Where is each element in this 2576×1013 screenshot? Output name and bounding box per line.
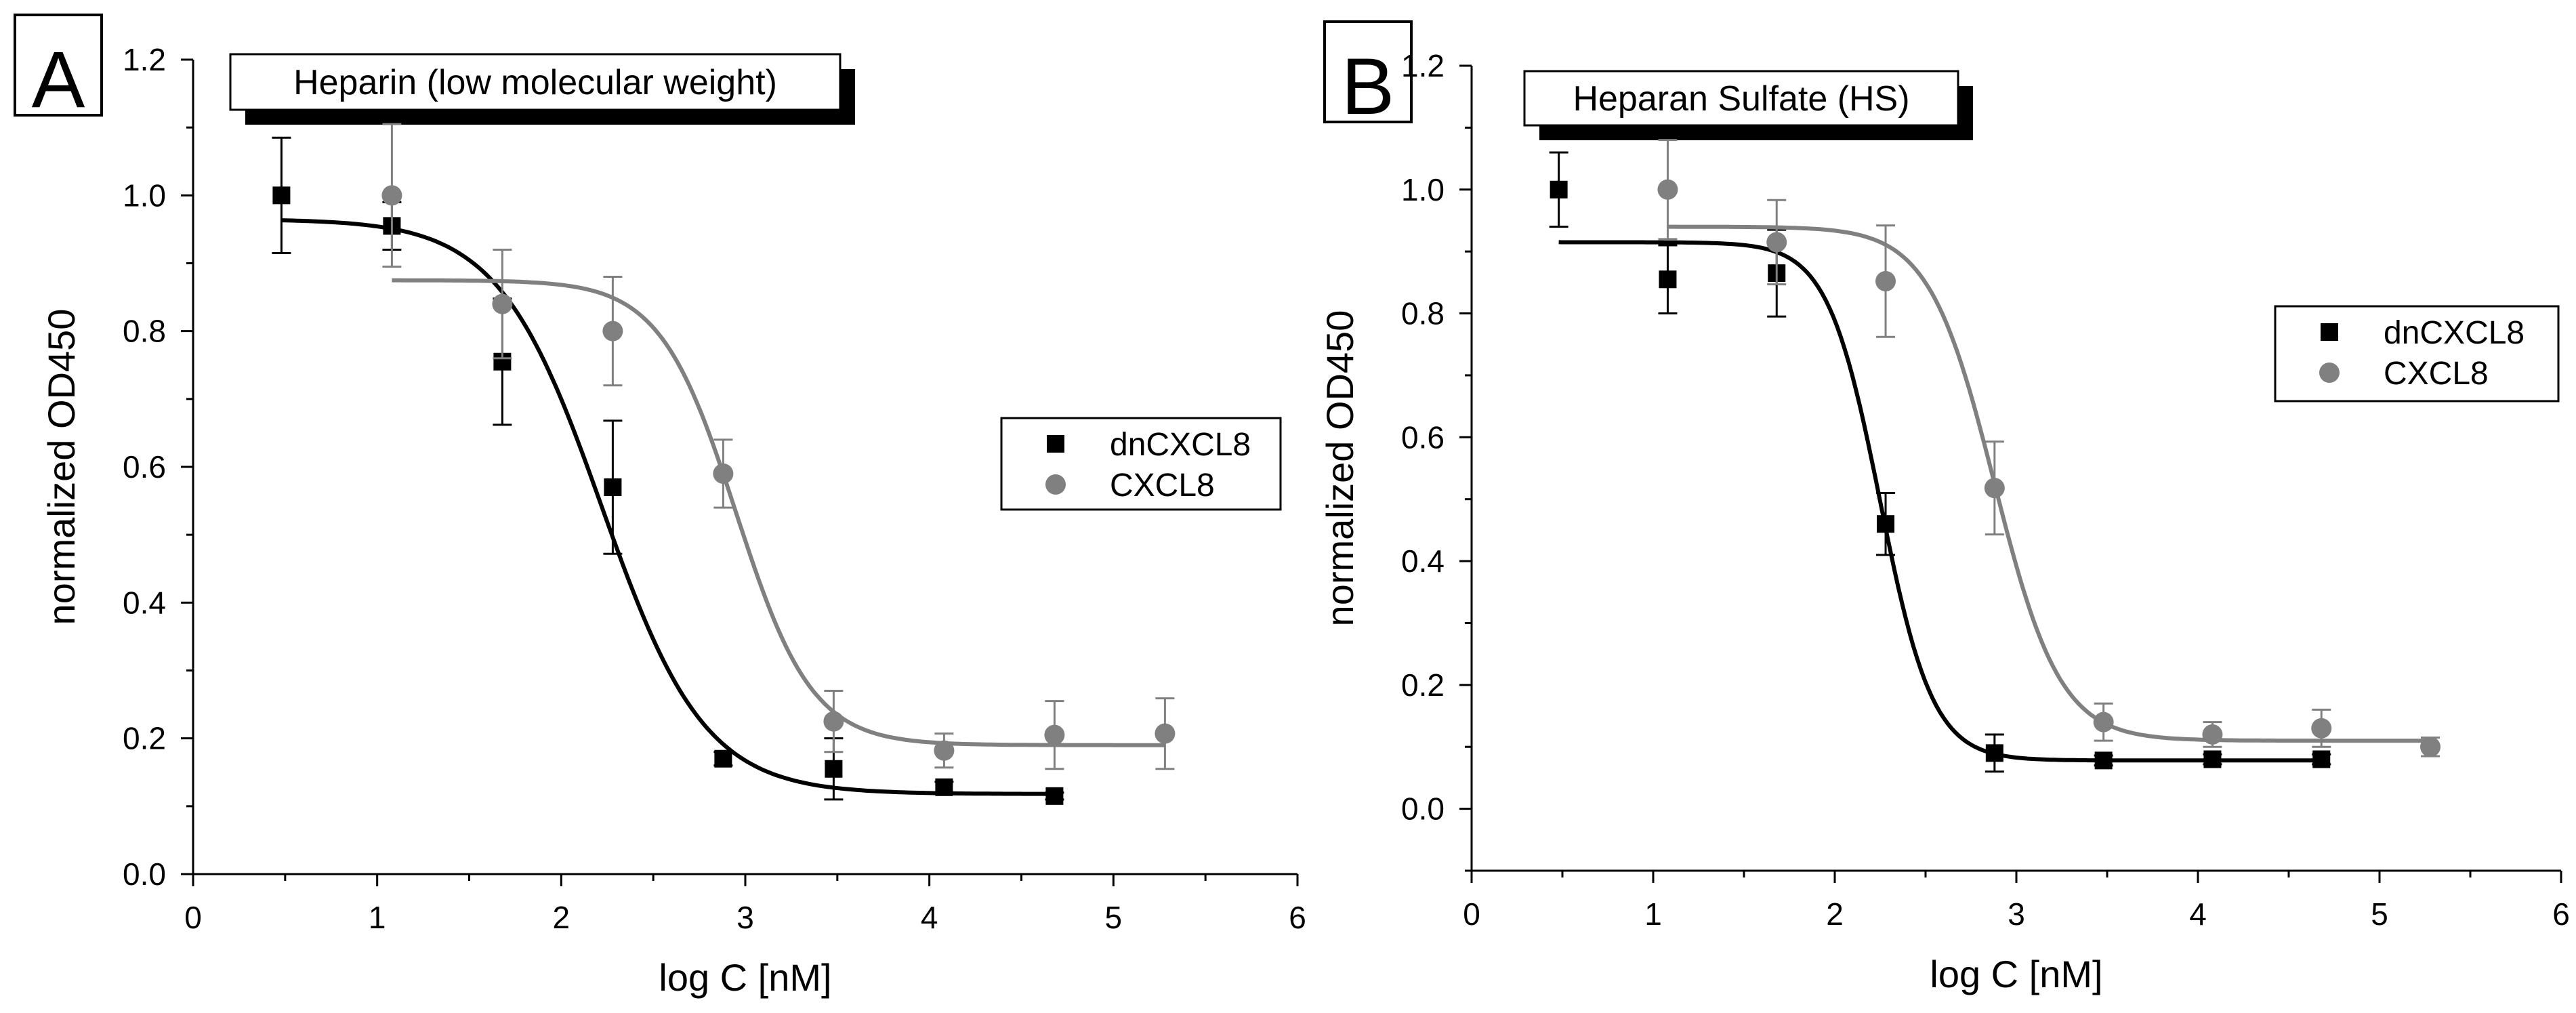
x-axis-title: log C [nM] — [659, 956, 831, 999]
data-point — [823, 711, 844, 732]
y-tick-label: 0.0 — [1401, 791, 1445, 827]
legend: dnCXCL8 CXCL8 — [1000, 417, 1282, 511]
data-point — [1875, 271, 1896, 292]
x-tick-label: 6 — [2552, 896, 2570, 932]
data-point — [935, 778, 953, 796]
data-point — [492, 293, 513, 314]
data-point — [604, 478, 622, 497]
fit-curve-cxcl8 — [392, 278, 1165, 747]
data-point — [825, 760, 843, 778]
panel-letter-box — [1323, 20, 1413, 123]
y-tick-label: 0.6 — [123, 449, 166, 484]
y-axis-title: normalized OD450 — [1318, 310, 1361, 627]
x-tick-label: 2 — [553, 900, 570, 935]
y-tick-label: 0.4 — [1401, 543, 1445, 579]
data-point — [2093, 711, 2114, 732]
data-point — [2094, 751, 2113, 770]
data-point — [1659, 270, 1677, 289]
data-point — [1044, 724, 1065, 745]
legend-label-dncxcl8: dnCXCL8 — [2384, 315, 2525, 351]
data-point — [714, 749, 732, 768]
fit-curve-dncxcl8 — [1558, 240, 2322, 763]
legend-marker-dncxcl8 — [2321, 323, 2338, 341]
data-point — [2311, 718, 2332, 739]
y-tick-label: 1.2 — [123, 42, 166, 77]
legend-marker-cxcl8 — [1045, 474, 1066, 495]
data-point — [2203, 750, 2222, 768]
title-box — [229, 53, 842, 111]
data-point — [1045, 787, 1064, 805]
x-tick-label: 1 — [369, 900, 386, 935]
data-point — [381, 185, 402, 206]
x-tick-label: 5 — [2371, 896, 2388, 932]
data-point — [272, 186, 291, 205]
x-tick-label: 2 — [1826, 896, 1844, 932]
y-tick-label: 0.8 — [1401, 296, 1445, 331]
legend: dnCXCL8 CXCL8 — [2274, 305, 2560, 402]
data-point — [934, 740, 955, 761]
data-point — [713, 463, 734, 484]
y-tick-label: 0.4 — [123, 585, 166, 620]
fit-curve-dncxcl8 — [281, 218, 1055, 796]
series-dncxcl8 — [1549, 151, 2331, 773]
title-box — [1523, 70, 1959, 127]
data-point — [1550, 180, 1568, 199]
data-point — [1985, 744, 2003, 762]
data-point — [2420, 737, 2441, 758]
data-point — [2312, 750, 2331, 768]
data-point — [1877, 515, 1895, 533]
legend-label-cxcl8: CXCL8 — [1110, 468, 1215, 503]
panel-a: A 0 1 2 3 4 5 6 0.0 0.2 0.4 0.6 0.8 1.0 1.2 log C [nM] n… — [14, 14, 1306, 999]
legend-label-dncxcl8: dnCXCL8 — [1110, 427, 1251, 463]
y-tick-label: 0.8 — [123, 314, 166, 349]
panel-letter: B — [1342, 42, 1395, 131]
chart-title: Heparan Sulfate (HS) — [1573, 79, 1909, 119]
legend-marker-cxcl8 — [2319, 363, 2340, 383]
legend-label-cxcl8: CXCL8 — [2384, 356, 2489, 392]
series-cxcl8 — [381, 123, 1176, 770]
y-axis-title: normalized OD450 — [40, 309, 83, 625]
series-dncxcl8 — [272, 136, 1064, 805]
series-cxcl8 — [1657, 139, 2441, 758]
y-tick-label: 0.0 — [123, 856, 166, 892]
x-tick-label: 0 — [184, 900, 202, 935]
panel-letter-box — [14, 14, 103, 117]
legend-marker-dncxcl8 — [1047, 435, 1064, 453]
x-axis-title: log C [nM] — [1930, 953, 2102, 995]
x-tick-label: 1 — [1644, 896, 1662, 932]
data-point — [1155, 723, 1176, 744]
fit-curve-cxcl8 — [1667, 224, 2430, 743]
y-tick-label: 0.6 — [1401, 419, 1445, 455]
data-point — [2202, 724, 2223, 745]
x-tick-label: 0 — [1463, 896, 1480, 932]
y-tick-label: 1.2 — [1401, 48, 1445, 83]
x-tick-label: 3 — [736, 900, 754, 935]
legend-box — [2274, 305, 2560, 402]
y-tick-label: 0.2 — [123, 721, 166, 756]
data-point — [1984, 478, 2005, 499]
legend-box — [1000, 417, 1282, 511]
data-point — [602, 321, 623, 342]
y-tick-label: 0.2 — [1401, 667, 1445, 703]
x-tick-label: 5 — [1105, 900, 1123, 935]
x-tick-label: 3 — [2008, 896, 2025, 932]
y-tick-label: 1.0 — [1401, 172, 1445, 207]
x-tick-label: 4 — [921, 900, 938, 935]
x-tick-label: 4 — [2189, 896, 2207, 932]
x-tick-label: 6 — [1289, 900, 1306, 935]
data-point — [1657, 179, 1678, 200]
data-point — [1766, 232, 1787, 253]
y-tick-label: 1.0 — [123, 178, 166, 213]
chart-title: Heparin (low molecular weight) — [293, 63, 777, 102]
panel-letter: A — [32, 35, 85, 125]
panel-b: B 0 1 2 3 4 5 6 0.0 0.2 0.4 0.6 0.8 1.0 1.2 log C [nM] n… — [1318, 20, 2570, 995]
